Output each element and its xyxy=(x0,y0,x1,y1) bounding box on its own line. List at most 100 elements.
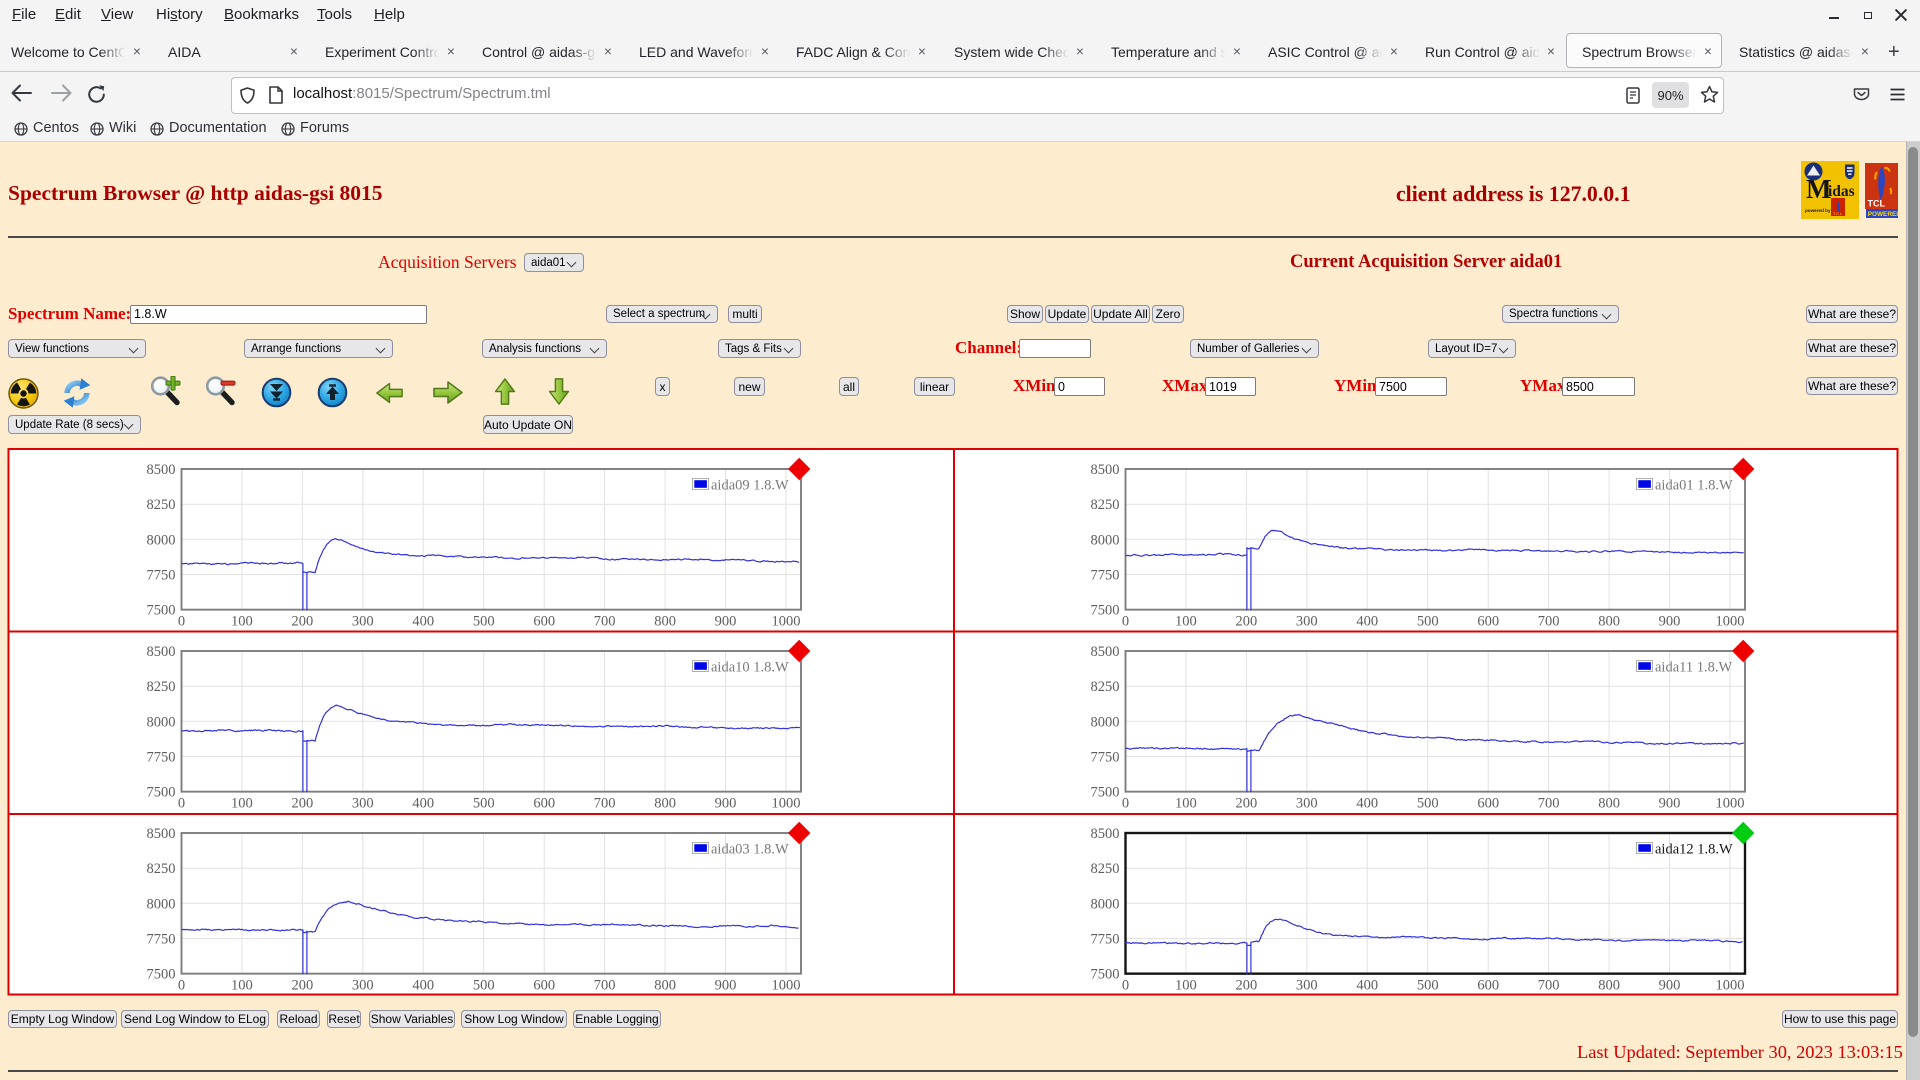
svg-text:700: 700 xyxy=(594,796,616,812)
svg-text:900: 900 xyxy=(1659,614,1681,630)
svg-text:7500: 7500 xyxy=(1091,603,1120,619)
svg-text:500: 500 xyxy=(1417,796,1439,812)
svg-text:700: 700 xyxy=(1538,978,1560,994)
svg-text:300: 300 xyxy=(352,614,374,630)
svg-text:aida01 1.8.W: aida01 1.8.W xyxy=(1655,478,1733,494)
svg-text:500: 500 xyxy=(473,796,495,812)
svg-text:500: 500 xyxy=(473,978,495,994)
svg-text:8000: 8000 xyxy=(147,532,176,548)
svg-text:aida10 1.8.W: aida10 1.8.W xyxy=(711,660,789,676)
svg-text:400: 400 xyxy=(412,978,434,994)
svg-text:aida09 1.8.W: aida09 1.8.W xyxy=(711,478,789,494)
svg-text:7750: 7750 xyxy=(1091,932,1120,948)
svg-text:800: 800 xyxy=(654,796,676,812)
svg-text:7750: 7750 xyxy=(147,568,176,584)
svg-text:8500: 8500 xyxy=(147,826,176,842)
svg-text:600: 600 xyxy=(1477,796,1499,812)
svg-text:8500: 8500 xyxy=(147,644,176,660)
svg-text:0: 0 xyxy=(178,614,185,630)
svg-text:100: 100 xyxy=(1175,978,1197,994)
svg-text:8250: 8250 xyxy=(1091,497,1120,513)
svg-text:1000: 1000 xyxy=(772,978,801,994)
svg-text:7750: 7750 xyxy=(147,750,176,766)
svg-text:0: 0 xyxy=(178,796,185,812)
svg-text:800: 800 xyxy=(1598,796,1620,812)
svg-text:8500: 8500 xyxy=(147,462,176,478)
svg-text:200: 200 xyxy=(1236,614,1258,630)
svg-text:500: 500 xyxy=(473,614,495,630)
svg-text:300: 300 xyxy=(352,796,374,812)
svg-text:100: 100 xyxy=(231,796,253,812)
svg-text:800: 800 xyxy=(654,978,676,994)
svg-text:400: 400 xyxy=(1356,796,1378,812)
svg-text:7750: 7750 xyxy=(1091,568,1120,584)
svg-text:100: 100 xyxy=(231,614,253,630)
svg-text:aida12 1.8.W: aida12 1.8.W xyxy=(1655,842,1733,858)
svg-text:7750: 7750 xyxy=(147,932,176,948)
svg-text:700: 700 xyxy=(1538,796,1560,812)
svg-text:300: 300 xyxy=(1296,978,1318,994)
svg-text:400: 400 xyxy=(412,796,434,812)
svg-text:100: 100 xyxy=(1175,796,1197,812)
svg-text:1000: 1000 xyxy=(1716,614,1745,630)
svg-text:100: 100 xyxy=(231,978,253,994)
svg-text:7500: 7500 xyxy=(1091,967,1120,983)
svg-text:8000: 8000 xyxy=(147,896,176,912)
svg-text:0: 0 xyxy=(1122,796,1129,812)
svg-text:200: 200 xyxy=(292,978,314,994)
svg-text:8500: 8500 xyxy=(1091,644,1120,660)
svg-text:POWERED: POWERED xyxy=(1868,211,1899,218)
svg-text:8000: 8000 xyxy=(147,714,176,730)
svg-text:1000: 1000 xyxy=(1716,796,1745,812)
svg-text:1000: 1000 xyxy=(1716,978,1745,994)
svg-text:7750: 7750 xyxy=(1091,750,1120,766)
svg-text:8000: 8000 xyxy=(1091,532,1120,548)
svg-text:powered by: powered by xyxy=(1805,208,1831,213)
svg-text:600: 600 xyxy=(1477,978,1499,994)
svg-text:900: 900 xyxy=(715,978,737,994)
svg-text:900: 900 xyxy=(1659,796,1681,812)
svg-text:900: 900 xyxy=(715,796,737,812)
svg-text:M: M xyxy=(1806,174,1831,204)
svg-text:500: 500 xyxy=(1417,978,1439,994)
svg-text:600: 600 xyxy=(533,796,555,812)
svg-text:800: 800 xyxy=(1598,978,1620,994)
svg-text:aida03 1.8.W: aida03 1.8.W xyxy=(711,842,789,858)
svg-text:600: 600 xyxy=(533,614,555,630)
svg-text:aida11 1.8.W: aida11 1.8.W xyxy=(1655,660,1732,676)
svg-text:200: 200 xyxy=(292,796,314,812)
svg-text:8250: 8250 xyxy=(1091,861,1120,877)
svg-text:8250: 8250 xyxy=(147,497,176,513)
svg-text:600: 600 xyxy=(533,978,555,994)
svg-text:700: 700 xyxy=(1538,614,1560,630)
svg-text:8250: 8250 xyxy=(147,861,176,877)
svg-text:400: 400 xyxy=(412,614,434,630)
svg-text:0: 0 xyxy=(1122,978,1129,994)
svg-text:8250: 8250 xyxy=(147,679,176,695)
svg-text:200: 200 xyxy=(1236,978,1258,994)
svg-text:400: 400 xyxy=(1356,978,1378,994)
svg-text:8000: 8000 xyxy=(1091,896,1120,912)
svg-text:0: 0 xyxy=(178,978,185,994)
svg-text:8250: 8250 xyxy=(1091,679,1120,695)
svg-text:0: 0 xyxy=(1122,614,1129,630)
svg-text:T C L: T C L xyxy=(1833,212,1842,216)
svg-text:800: 800 xyxy=(654,614,676,630)
svg-text:300: 300 xyxy=(352,978,374,994)
svg-text:900: 900 xyxy=(1659,978,1681,994)
svg-text:8500: 8500 xyxy=(1091,826,1120,842)
svg-text:900: 900 xyxy=(715,614,737,630)
svg-text:1000: 1000 xyxy=(772,796,801,812)
svg-text:500: 500 xyxy=(1417,614,1439,630)
svg-text:idas: idas xyxy=(1828,183,1855,200)
svg-text:600: 600 xyxy=(1477,614,1499,630)
svg-text:1000: 1000 xyxy=(772,614,801,630)
svg-text:8000: 8000 xyxy=(1091,714,1120,730)
svg-text:400: 400 xyxy=(1356,614,1378,630)
svg-text:7500: 7500 xyxy=(147,967,176,983)
svg-text:700: 700 xyxy=(594,978,616,994)
svg-text:8500: 8500 xyxy=(1091,462,1120,478)
svg-text:TCL: TCL xyxy=(1868,199,1886,209)
svg-text:7500: 7500 xyxy=(1091,785,1120,801)
svg-text:7500: 7500 xyxy=(147,785,176,801)
